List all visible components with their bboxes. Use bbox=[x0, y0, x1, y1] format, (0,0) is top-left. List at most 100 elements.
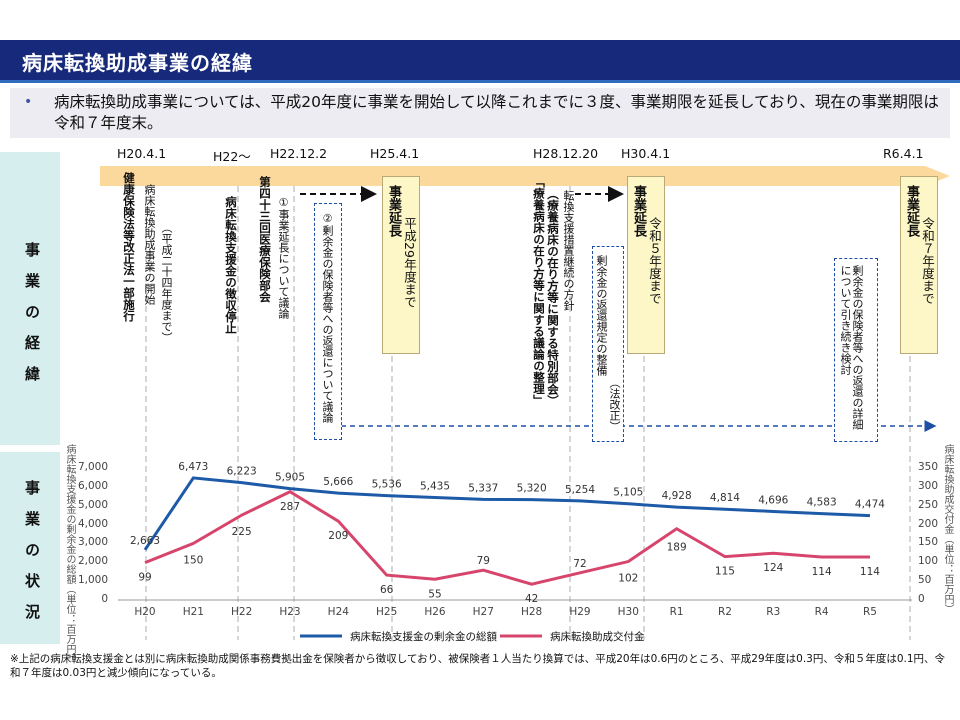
y-axis-title-left: 病床転換支援金の剰余金の総額（単位：百万円） bbox=[64, 444, 75, 664]
x-tick-label: H26 bbox=[424, 606, 446, 618]
series-1-data-label: 5,905 bbox=[275, 472, 305, 484]
title-underline bbox=[0, 80, 960, 83]
series-2-data-label: 72 bbox=[573, 558, 586, 570]
event-continuation-policy: 転換支援措置継続の方針 bbox=[562, 190, 575, 311]
y-right-tick-label: 200 bbox=[918, 517, 939, 530]
surplus-return-box: ②剰余金の保険者等への返還について議論 bbox=[314, 203, 342, 440]
date-h22-12: H22.12.2 bbox=[270, 146, 328, 161]
x-tick-label: H30 bbox=[617, 606, 639, 618]
series-1-data-label: 4,583 bbox=[807, 497, 837, 509]
footnote: ※上記の病床転換支援金とは別に病床転換助成関係事務費拠出金を保険者から徴収してお… bbox=[10, 653, 946, 679]
x-tick-label: R4 bbox=[814, 606, 829, 618]
bullet-icon: • bbox=[24, 94, 33, 110]
intro-box: • 病床転換助成事業については、平成20年度に事業を開始して以降これまでに３度、… bbox=[10, 88, 950, 138]
series-2-data-label: 124 bbox=[763, 562, 783, 574]
x-tick-label: H24 bbox=[327, 606, 349, 618]
x-tick-label: R2 bbox=[717, 606, 732, 618]
return-provision-box: 剰余金の返還規定の整備 （法改正） bbox=[592, 246, 624, 442]
date-h20: H20.4.1 bbox=[117, 146, 167, 161]
x-tick-label: H28 bbox=[520, 606, 543, 618]
x-tick-label: R1 bbox=[669, 606, 684, 618]
series-2-data-label: 42 bbox=[525, 593, 538, 605]
series-1-data-label: 6,473 bbox=[178, 461, 208, 473]
side-label-status: 事業の状況 bbox=[0, 452, 60, 644]
series-1-data-label: 4,474 bbox=[855, 499, 885, 511]
event-collection-stop: 病床転換支援金の徴収停止 bbox=[224, 196, 238, 334]
series-2-data-label: 102 bbox=[618, 573, 638, 585]
date-r6: R6.4.1 bbox=[883, 146, 924, 161]
series-2-data-label: 209 bbox=[328, 530, 348, 542]
series-2-data-label: 189 bbox=[667, 542, 687, 554]
series-2-data-label: 150 bbox=[183, 554, 203, 566]
x-tick-label: H25 bbox=[376, 606, 398, 618]
series-1-data-label: 4,928 bbox=[662, 490, 692, 502]
y-tick-label: 2,000 bbox=[77, 555, 108, 568]
date-h25: H25.4.1 bbox=[370, 146, 420, 161]
series-1-data-label: 5,666 bbox=[323, 476, 353, 488]
intro-text: 病床転換助成事業については、平成20年度に事業を開始して以降これまでに３度、事業… bbox=[54, 93, 939, 132]
x-tick-label: H29 bbox=[569, 606, 591, 618]
y-right-tick-label: 50 bbox=[918, 574, 932, 587]
x-tick-label: H23 bbox=[279, 606, 301, 618]
y-right-tick-label: 250 bbox=[918, 498, 939, 511]
y-right-tick-label: 0 bbox=[918, 593, 925, 605]
series-1-data-label: 5,536 bbox=[372, 479, 402, 491]
y-tick-label: 4,000 bbox=[77, 517, 108, 530]
y-tick-label: 5,000 bbox=[77, 498, 108, 511]
x-tick-label: H21 bbox=[182, 606, 204, 618]
event-program-start: 病床転換助成事業の開始 bbox=[143, 184, 156, 305]
event-special-committee: （療養病床の在り方等に関する特別部会） bbox=[546, 188, 560, 407]
extension-box-h25: 事業延長 平成29年度まで bbox=[382, 176, 420, 354]
series-2-line bbox=[144, 490, 870, 586]
event-43rd-committee: 第四十三回医療保険部会 bbox=[258, 176, 272, 303]
legend-label-2: 病床転換助成交付金 bbox=[550, 631, 645, 643]
detail-review-box: 剰余金の保険者等への返還の詳細について引き続き検討 bbox=[834, 258, 878, 442]
y-tick-label: 3,000 bbox=[77, 536, 108, 549]
series-1-data-label: 5,254 bbox=[565, 484, 595, 496]
y-right-tick-label: 350 bbox=[918, 461, 939, 473]
series-1-data-label: 5,337 bbox=[468, 482, 498, 494]
series-2-data-label: 99 bbox=[138, 572, 151, 584]
series-2-data-label: 287 bbox=[280, 501, 300, 513]
y-tick-label: 7,000 bbox=[77, 461, 108, 473]
series-1-data-label: 4,696 bbox=[758, 494, 788, 506]
y-right-tick-label: 150 bbox=[918, 536, 939, 549]
title-bar: 病床転換助成事業の経緯 bbox=[0, 40, 960, 80]
date-h28: H28.12.20 bbox=[533, 146, 599, 161]
series-1-data-label: 5,435 bbox=[420, 481, 450, 493]
event-extension-discussion: ①事業延長について議論 bbox=[277, 196, 290, 319]
event-until-h24: （平成二十四年度まで） bbox=[160, 222, 173, 343]
x-tick-label: H20 bbox=[134, 606, 156, 618]
y-axis-title-right: 病床転換助成交付金（単位：百万円） bbox=[942, 444, 953, 614]
event-law-enforcement: 健康保険法等改正法一部施行 bbox=[122, 172, 136, 322]
series-2-data-label: 115 bbox=[715, 566, 735, 578]
date-h30: H30.4.1 bbox=[621, 146, 671, 161]
series-1-line bbox=[143, 476, 871, 551]
page-title: 病床転換助成事業の経緯 bbox=[22, 51, 253, 75]
x-tick-label: R5 bbox=[862, 606, 877, 618]
series-1-data-label: 2,663 bbox=[130, 535, 160, 547]
series-2-data-label: 79 bbox=[477, 555, 490, 567]
x-tick-label: H22 bbox=[231, 606, 253, 618]
series-1-data-label: 5,320 bbox=[517, 483, 547, 495]
series-2-data-label: 225 bbox=[232, 526, 252, 538]
x-tick-label: H27 bbox=[472, 606, 494, 618]
extension-box-h30: 事業延長 令和５年度まで bbox=[627, 176, 665, 354]
event-discussion-summary: 「療養病床の在り方等に関する議論の整理」 bbox=[532, 176, 546, 406]
series-1-data-label: 5,105 bbox=[613, 487, 643, 499]
side-label-history: 事業の経緯 bbox=[0, 152, 60, 445]
x-tick-label: R3 bbox=[766, 606, 781, 618]
y-tick-label: 1,000 bbox=[77, 574, 108, 587]
series-1-data-label: 4,814 bbox=[710, 492, 740, 504]
series-2-data-label: 66 bbox=[380, 584, 394, 596]
extension-box-r6: 事業延長 令和７年度まで bbox=[900, 176, 938, 354]
y-tick-label: 6,000 bbox=[77, 479, 108, 492]
y-tick-label: 0 bbox=[101, 593, 108, 605]
legend-label-1: 病床転換支援金の剰余金の総額 bbox=[350, 631, 497, 643]
y-right-tick-label: 300 bbox=[918, 479, 939, 492]
series-2-data-label: 55 bbox=[428, 588, 441, 600]
date-h22: H22〜 bbox=[213, 149, 251, 164]
series-2-data-label: 114 bbox=[812, 566, 832, 578]
timeline-arrow bbox=[100, 166, 950, 186]
series-1-data-label: 6,223 bbox=[227, 466, 257, 478]
